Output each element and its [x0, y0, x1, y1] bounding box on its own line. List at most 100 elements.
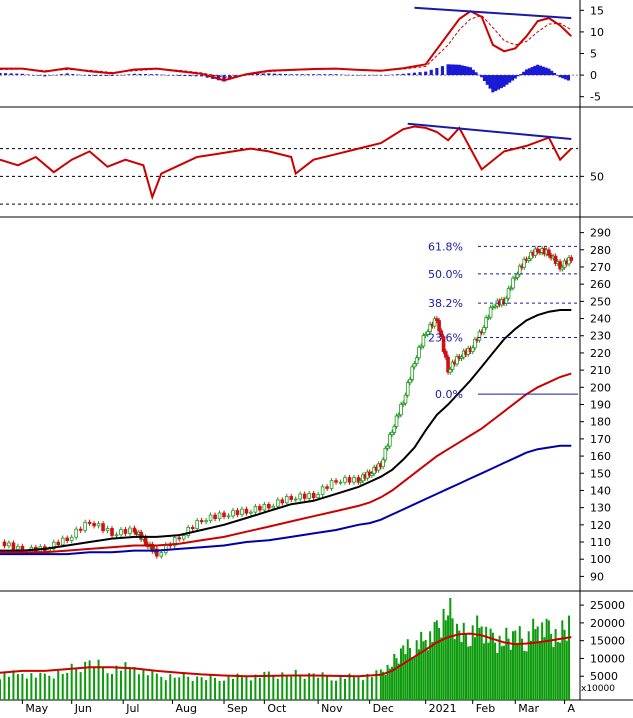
macd-histogram-bar	[194, 75, 198, 77]
candle-body	[410, 366, 415, 380]
volume-bar	[393, 653, 396, 700]
candle-body	[240, 508, 244, 515]
volume-bar	[146, 675, 149, 700]
ma100-line	[0, 372, 572, 554]
volume-bar	[442, 608, 445, 700]
candle-body	[267, 503, 271, 509]
volume-bar	[496, 652, 499, 700]
macd-histogram-bar	[564, 75, 568, 80]
macd-histogram-bar	[508, 75, 512, 83]
y-tick-label: 0	[590, 69, 597, 82]
macd-histogram-bar	[480, 75, 484, 78]
candle-body	[558, 261, 562, 270]
candle-body	[316, 494, 320, 499]
macd-histogram-bar	[99, 75, 103, 76]
y-tick-label: -5	[590, 91, 601, 104]
volume-bar	[254, 674, 257, 700]
x-tick-label: Jul	[125, 702, 139, 714]
macd-histogram-bar	[183, 75, 187, 77]
macd-histogram-bar	[527, 68, 531, 76]
candle-body	[432, 318, 437, 327]
macd-histogram-bar	[328, 74, 333, 76]
macd-histogram-bar	[76, 74, 80, 76]
macd-histogram-bar	[256, 73, 260, 76]
macd-histogram-bar	[362, 75, 366, 76]
candle-body	[470, 347, 475, 352]
candle-body	[535, 248, 540, 253]
volume-bar	[527, 631, 530, 700]
macd-histogram-bar	[188, 75, 192, 77]
macd-histogram-bar	[20, 73, 24, 76]
macd-histogram-bar	[250, 73, 254, 76]
volume-bar	[424, 639, 427, 700]
macd-histogram-bar	[491, 75, 495, 93]
volume-bar	[169, 674, 172, 700]
volume-bar	[563, 629, 566, 700]
candle-body	[515, 273, 520, 279]
volume-bar	[155, 673, 158, 700]
macd-histogram-bar	[396, 74, 400, 76]
volume-bar	[476, 615, 479, 700]
candle-body	[390, 431, 394, 435]
volume-bar	[223, 680, 226, 700]
macd-histogram-bar	[488, 75, 492, 89]
volume-bar	[173, 677, 176, 700]
volume-bar	[518, 626, 521, 700]
volume-bar	[447, 615, 450, 700]
macd-histogram-bar	[295, 74, 299, 76]
candle-body	[143, 536, 148, 545]
macd-histogram-bar	[466, 66, 470, 76]
y-tick-label: 260	[590, 278, 611, 291]
candle-body	[311, 492, 316, 499]
candle-body	[421, 335, 426, 347]
candle-body	[159, 552, 164, 557]
macd-histogram-bar	[390, 74, 394, 76]
candle-body	[213, 514, 217, 520]
x-tick-label: Nov	[321, 702, 343, 714]
volume-bar	[16, 674, 19, 700]
fib-level-label: 38.2%	[428, 297, 463, 310]
volume-bar	[397, 663, 400, 700]
volume-bar	[335, 680, 338, 700]
y-tick-label: 280	[590, 244, 611, 257]
volume-bar	[209, 674, 212, 700]
macd-histogram-bar	[440, 66, 445, 76]
ma50-line	[0, 309, 572, 552]
volume-bar	[281, 672, 284, 700]
volume-bar	[503, 645, 506, 700]
volume-bar	[391, 666, 394, 700]
volume-bar	[182, 672, 185, 700]
macd-histogram-bar	[407, 73, 411, 76]
volume-bar	[494, 642, 497, 700]
fib-level-label: 61.8%	[428, 240, 463, 253]
volume-bar	[426, 650, 429, 700]
y-tick-label: 100	[590, 553, 611, 566]
macd-histogram-bar	[494, 75, 498, 91]
volume-bar	[30, 673, 33, 700]
macd-histogram-bar	[149, 74, 153, 76]
macd-histogram-bar	[373, 75, 377, 76]
candle-body	[249, 511, 253, 514]
candle-body	[488, 306, 493, 318]
candle-body	[439, 330, 444, 337]
candle-body	[7, 542, 11, 547]
candle-body	[280, 499, 285, 504]
candle-body	[226, 515, 231, 518]
candle-body	[334, 480, 338, 483]
rsi-trendline	[407, 122, 572, 140]
macd-histogram-bar	[222, 75, 226, 82]
macd-trendline	[414, 6, 572, 20]
y-tick-label: 270	[590, 261, 611, 274]
macd-histogram-bar	[510, 75, 515, 81]
volume-bar	[541, 622, 544, 700]
volume-bar	[39, 672, 42, 700]
candle-body	[392, 426, 397, 433]
macd-histogram-bar	[499, 75, 503, 89]
volume-bar	[507, 638, 510, 700]
volume-bar	[79, 672, 82, 700]
candle-body	[408, 379, 412, 384]
candle-body	[78, 528, 83, 531]
macd-histogram-bar	[345, 74, 349, 76]
volume-bar	[93, 667, 96, 700]
